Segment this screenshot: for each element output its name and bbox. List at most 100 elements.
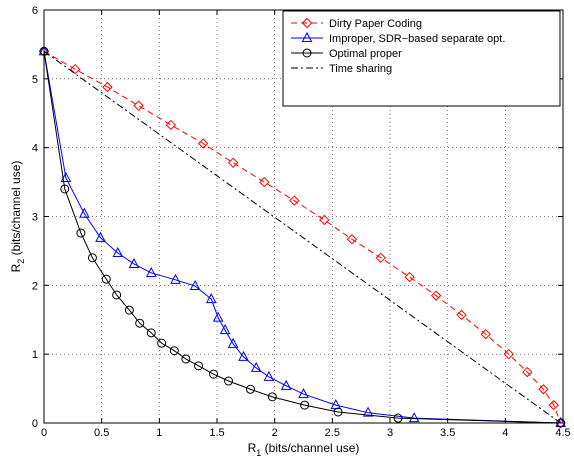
marker bbox=[60, 171, 72, 182]
marker bbox=[302, 48, 312, 58]
marker bbox=[522, 366, 533, 378]
marker bbox=[197, 138, 209, 149]
marker bbox=[170, 273, 181, 284]
legend-label: Time sharing bbox=[329, 63, 392, 75]
x-tick-label: 0.5 bbox=[94, 427, 109, 439]
series-line bbox=[43, 51, 561, 424]
marker bbox=[102, 81, 113, 93]
marker bbox=[555, 417, 566, 429]
marker bbox=[133, 100, 144, 111]
marker bbox=[87, 253, 97, 263]
y-tick-label: 6 bbox=[32, 5, 38, 17]
series-line bbox=[43, 50, 561, 424]
x-tick-label: 2.5 bbox=[325, 427, 340, 439]
marker bbox=[548, 399, 559, 411]
marker bbox=[456, 309, 467, 321]
marker bbox=[301, 31, 313, 42]
plot-frame bbox=[43, 9, 564, 424]
marker bbox=[289, 195, 300, 206]
marker bbox=[181, 354, 191, 364]
marker bbox=[124, 305, 134, 315]
marker bbox=[362, 406, 374, 417]
marker bbox=[263, 370, 275, 381]
marker bbox=[556, 418, 566, 428]
marker bbox=[157, 338, 167, 348]
legend: Dirty Paper Coding Improper, SDR−based se… bbox=[282, 10, 561, 107]
legend-label: Dirty Paper Coding bbox=[329, 18, 422, 30]
marker bbox=[393, 413, 403, 423]
marker bbox=[212, 311, 224, 322]
x-tick-label: 1.5 bbox=[209, 427, 224, 439]
marker bbox=[259, 176, 270, 188]
marker bbox=[227, 157, 239, 169]
legend-label: Optimal proper bbox=[329, 48, 402, 60]
x-tick-label: 2 bbox=[272, 427, 278, 439]
y-tick-label: 2 bbox=[32, 280, 38, 292]
marker bbox=[298, 388, 309, 399]
marker bbox=[404, 271, 415, 283]
marker bbox=[219, 324, 231, 335]
x-tick-label: 1 bbox=[156, 427, 162, 439]
y-axis-label-sub: 2 bbox=[16, 259, 26, 264]
marker bbox=[146, 328, 156, 338]
x-tick-label: 3 bbox=[387, 427, 393, 439]
marker bbox=[79, 207, 90, 218]
marker bbox=[189, 279, 201, 291]
marker bbox=[408, 412, 420, 423]
marker bbox=[333, 407, 343, 417]
marker bbox=[480, 328, 491, 340]
marker bbox=[101, 274, 111, 284]
marker bbox=[128, 257, 140, 268]
x-tick-label: 4.5 bbox=[555, 427, 570, 439]
marker bbox=[224, 376, 234, 386]
marker bbox=[76, 228, 86, 238]
y-tick-label: 0 bbox=[32, 418, 38, 430]
marker bbox=[145, 266, 157, 277]
marker bbox=[375, 252, 386, 264]
y-axis-label-rest: (bits/channel use) bbox=[9, 161, 23, 259]
y-tick-label: 1 bbox=[32, 349, 38, 361]
marker bbox=[135, 318, 145, 328]
marker bbox=[238, 350, 249, 361]
series-line bbox=[43, 50, 562, 424]
marker bbox=[503, 348, 515, 360]
marker bbox=[430, 290, 442, 301]
legend-label: Improper, SDR−based separate opt. bbox=[329, 33, 505, 45]
x-axis-label-rest: (bits/channel use) bbox=[261, 441, 359, 455]
marker bbox=[169, 346, 179, 356]
x-tick-label: 0 bbox=[41, 427, 47, 439]
x-axis-label: R1 (bits/channel use) bbox=[248, 441, 360, 458]
y-tick-label: 5 bbox=[32, 74, 38, 86]
marker bbox=[165, 119, 177, 131]
marker bbox=[60, 184, 70, 194]
marker bbox=[112, 290, 122, 300]
marker bbox=[205, 293, 217, 304]
y-tick-label: 3 bbox=[32, 212, 38, 224]
marker bbox=[227, 337, 239, 348]
marker bbox=[39, 46, 49, 56]
marker bbox=[267, 392, 277, 402]
marker bbox=[194, 361, 204, 371]
marker bbox=[245, 384, 255, 394]
y-axis-label: R2 (bits/channel use) bbox=[9, 161, 26, 273]
marker bbox=[280, 379, 292, 390]
x-tick-label: 3.5 bbox=[440, 427, 455, 439]
series-line bbox=[43, 51, 561, 424]
x-axis-label-main: R bbox=[248, 441, 257, 455]
marker bbox=[250, 361, 262, 372]
marker bbox=[95, 231, 106, 242]
marker bbox=[300, 400, 310, 410]
marker bbox=[538, 384, 549, 395]
marker bbox=[69, 63, 81, 75]
marker bbox=[319, 214, 330, 226]
y-tick-label: 4 bbox=[32, 143, 38, 155]
legend-box bbox=[282, 10, 561, 107]
x-tick-label: 4 bbox=[502, 427, 508, 439]
y-axis-label-main: R bbox=[9, 263, 23, 272]
marker bbox=[209, 369, 219, 379]
marker bbox=[346, 234, 358, 245]
marker bbox=[112, 246, 124, 257]
x-axis-label-sub: 1 bbox=[256, 448, 261, 458]
marker bbox=[301, 17, 313, 29]
